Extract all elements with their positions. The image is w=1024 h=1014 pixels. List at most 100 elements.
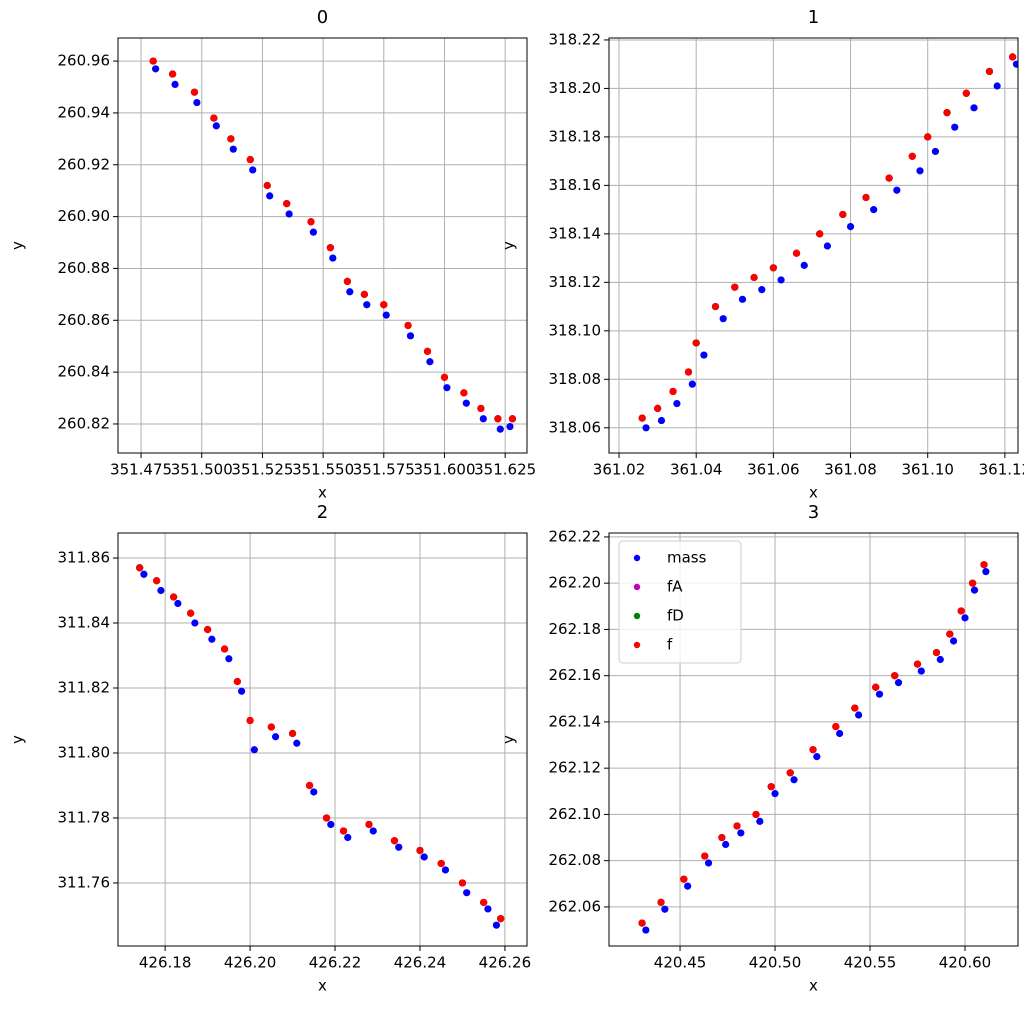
point [982, 568, 990, 576]
legend-label: f [667, 636, 673, 654]
point [463, 889, 471, 897]
point [950, 637, 958, 645]
y-tick-label: 260.88 [58, 259, 111, 277]
point [961, 614, 969, 622]
point [711, 302, 720, 311]
legend-marker [633, 554, 641, 562]
point [985, 67, 994, 76]
subplot-title: 2 [317, 502, 328, 523]
plot-area [118, 533, 527, 946]
point [957, 607, 965, 615]
point [719, 315, 727, 323]
point [221, 645, 229, 653]
point [846, 222, 855, 231]
x-tick-label: 351.500 [171, 461, 233, 479]
point [733, 822, 741, 830]
point [171, 80, 179, 88]
point [893, 186, 901, 194]
point [420, 853, 428, 861]
y-tick-label: 311.76 [58, 873, 111, 891]
point [149, 57, 157, 65]
point [951, 123, 959, 131]
point [669, 387, 677, 396]
point [816, 230, 824, 238]
point [767, 783, 775, 791]
y-tick-label: 318.22 [549, 30, 602, 48]
point [862, 193, 870, 202]
point [339, 827, 348, 835]
point [931, 147, 940, 156]
y-axis-label: y [9, 241, 27, 250]
point [326, 244, 334, 252]
point [423, 347, 432, 355]
point [441, 866, 450, 874]
point [458, 879, 467, 887]
point [169, 70, 177, 78]
x-tick-label: 361.10 [901, 461, 954, 479]
plot-area [609, 38, 1018, 453]
point [738, 295, 747, 303]
y-tick-label: 262.10 [549, 805, 602, 823]
point [227, 135, 235, 143]
point [477, 404, 485, 413]
point [970, 104, 978, 112]
point [718, 833, 726, 842]
legend-marker [633, 612, 641, 620]
y-tick-label: 311.78 [58, 808, 111, 826]
point [187, 609, 195, 617]
point [790, 776, 798, 784]
legend-label: fD [667, 607, 684, 625]
point [891, 672, 899, 680]
legend-label: fA [667, 578, 683, 596]
y-tick-label: 311.80 [58, 743, 111, 761]
point [310, 788, 318, 796]
x-tick-label: 426.26 [479, 954, 532, 972]
y-tick-label: 260.96 [58, 52, 111, 70]
point [157, 586, 165, 595]
y-tick-label: 318.10 [549, 321, 602, 339]
point [855, 711, 863, 719]
point [266, 192, 274, 200]
point [688, 380, 696, 388]
point [1008, 53, 1017, 61]
point [395, 843, 403, 851]
point [327, 820, 335, 829]
point [908, 152, 916, 160]
x-axis-label: x [809, 484, 818, 502]
point [750, 273, 758, 282]
point [293, 739, 301, 747]
point [684, 882, 692, 890]
y-axis-label: y [500, 735, 518, 744]
point [271, 733, 280, 741]
point [497, 915, 505, 923]
x-tick-label: 420.55 [844, 954, 897, 972]
y-tick-label: 318.20 [549, 79, 602, 97]
point [851, 704, 859, 712]
x-tick-label: 351.475 [110, 461, 172, 479]
x-tick-label: 420.50 [749, 954, 802, 972]
x-tick-label: 420.45 [654, 954, 707, 972]
y-tick-label: 311.84 [58, 614, 111, 632]
point [283, 200, 291, 208]
point [872, 683, 880, 691]
subplot: 351.475351.500351.525351.550351.575351.6… [9, 7, 537, 502]
points [149, 57, 517, 433]
point [307, 218, 315, 226]
legend-marker [633, 641, 641, 649]
point [875, 690, 884, 698]
legend-label: mass [667, 549, 707, 567]
subplot-title: 0 [317, 7, 328, 28]
y-tick-label: 262.14 [549, 712, 602, 730]
point [654, 404, 662, 412]
point [1012, 60, 1018, 68]
plot-area [118, 38, 527, 453]
x-tick-label: 361.12 [979, 461, 1024, 479]
point [246, 716, 254, 725]
point [309, 228, 317, 236]
point [210, 114, 218, 122]
x-tick-label: 426.22 [309, 954, 362, 972]
point [263, 181, 271, 190]
point [193, 98, 201, 107]
point [494, 415, 502, 423]
